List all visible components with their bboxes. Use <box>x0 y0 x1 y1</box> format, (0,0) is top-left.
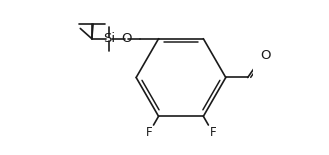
Text: F: F <box>210 126 216 139</box>
Text: O: O <box>260 49 270 62</box>
Text: Si: Si <box>103 32 115 45</box>
Text: F: F <box>145 126 152 139</box>
Text: O: O <box>121 32 132 45</box>
